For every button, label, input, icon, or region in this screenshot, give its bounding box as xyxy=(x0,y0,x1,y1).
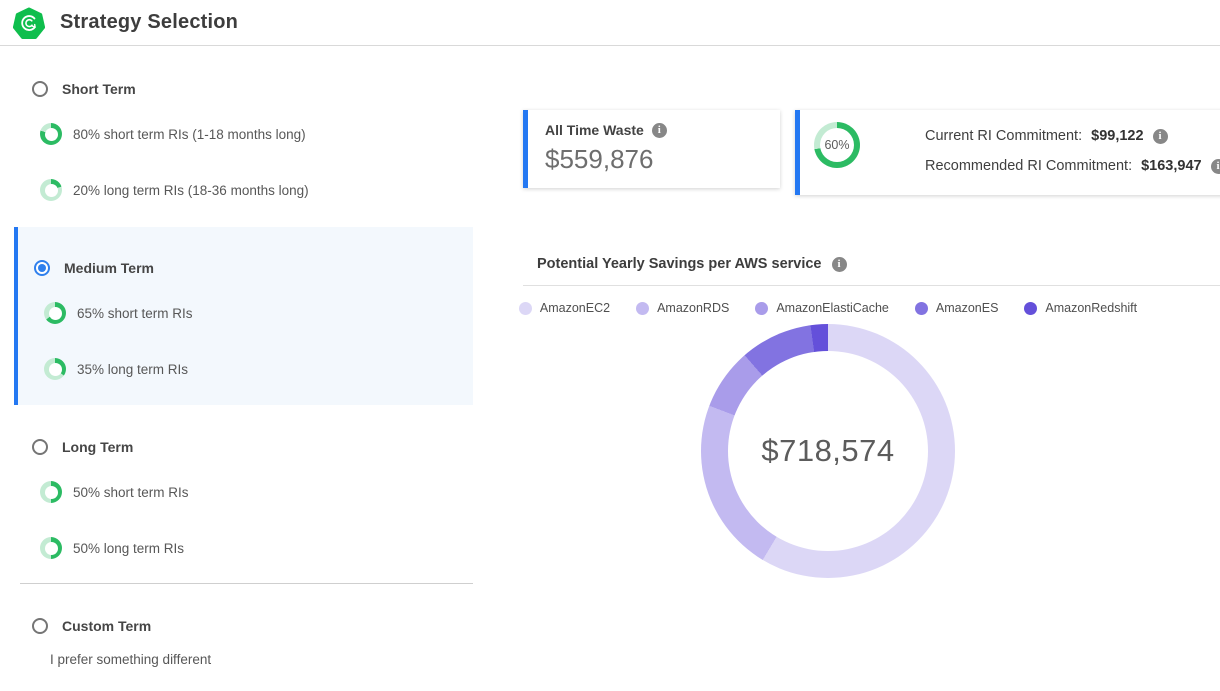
legend-dot-icon xyxy=(755,301,769,315)
header-bar: Strategy Selection xyxy=(0,0,1220,46)
current-commitment-value: $99,122 xyxy=(1091,128,1144,144)
legend-item-amazonelasticache[interactable]: AmazonElastiCache xyxy=(755,301,889,315)
legend-label: AmazonRedshift xyxy=(1045,301,1138,315)
radio-custom-term[interactable] xyxy=(32,618,48,634)
progress-ring-65 xyxy=(44,302,66,324)
chart-title: Potential Yearly Savings per AWS service xyxy=(537,256,822,272)
current-commitment-label: Current RI Commitment: xyxy=(925,128,1083,144)
sub-label: 50% short term RIs xyxy=(73,484,189,500)
legend-item-amazonec2[interactable]: AmazonEC2 xyxy=(518,301,611,315)
option-short-term[interactable]: Short Term xyxy=(32,78,136,100)
medium-term-sub-1: 65% short term RIs xyxy=(44,302,193,324)
selected-option-highlight xyxy=(14,227,473,405)
info-icon[interactable]: i xyxy=(1152,128,1168,144)
progress-ring-20 xyxy=(40,179,62,201)
all-time-waste-value: $559,876 xyxy=(545,144,654,174)
custom-term-note: I prefer something different xyxy=(50,652,212,667)
radio-long-term[interactable] xyxy=(32,439,48,455)
radio-medium-term-selected[interactable] xyxy=(34,260,50,276)
legend-dot-icon xyxy=(518,301,532,315)
sub-label: 35% long term RIs xyxy=(77,361,189,377)
donut-center-value: $718,574 xyxy=(761,433,895,468)
progress-ring-50b xyxy=(40,537,62,559)
legend-label: AmazonRDS xyxy=(657,301,730,315)
legend-label: AmazonElastiCache xyxy=(776,301,889,315)
info-icon[interactable]: i xyxy=(1210,158,1220,174)
option-label: Short Term xyxy=(62,81,136,97)
ri-commitment-card: 60% Current RI Commitment: $99,122 i Rec… xyxy=(795,110,1220,195)
sub-label: 65% short term RIs xyxy=(77,305,193,321)
info-icon[interactable]: i xyxy=(831,256,847,272)
sub-label: 20% long term RIs (18-36 months long) xyxy=(73,182,309,198)
option-long-term[interactable]: Long Term xyxy=(32,436,133,458)
radio-short-term[interactable] xyxy=(32,81,48,97)
all-time-waste-card: All Time Waste i $559,876 xyxy=(523,110,780,188)
short-term-sub-2: 20% long term RIs (18-36 months long) xyxy=(40,179,309,201)
progress-ring-50a xyxy=(40,481,62,503)
progress-ring-35 xyxy=(44,358,66,380)
legend-item-amazonrds[interactable]: AmazonRDS xyxy=(636,301,729,315)
legend-dot-icon xyxy=(636,301,650,315)
commitment-progress-ring: 60% xyxy=(814,122,860,168)
recommended-commitment-value: $163,947 xyxy=(1141,158,1202,174)
option-label: Medium Term xyxy=(64,260,154,276)
current-commitment-line: Current RI Commitment: $99,122 i xyxy=(925,128,1168,144)
app-logo-icon xyxy=(13,7,45,39)
progress-ring-80 xyxy=(40,123,62,145)
recommended-commitment-line: Recommended RI Commitment: $163,947 i xyxy=(925,158,1220,174)
recommended-commitment-label: Recommended RI Commitment: xyxy=(925,158,1133,174)
page-title: Strategy Selection xyxy=(60,11,239,33)
sub-label: 80% short term RIs (1-18 months long) xyxy=(73,126,306,142)
chart-title-divider xyxy=(523,285,1220,286)
legend-label: AmazonES xyxy=(935,301,999,315)
long-term-sub-1: 50% short term RIs xyxy=(40,481,189,503)
savings-donut-chart[interactable]: $718,574 xyxy=(701,324,955,578)
option-medium-term[interactable]: Medium Term xyxy=(34,257,154,279)
info-icon[interactable]: i xyxy=(651,122,667,138)
commitment-ring-percent: 60% xyxy=(824,138,850,152)
sub-label: 50% long term RIs xyxy=(73,540,185,556)
legend-item-amazonredshift[interactable]: AmazonRedshift xyxy=(1024,301,1137,315)
legend-dot-icon xyxy=(914,301,928,315)
legend-label: AmazonEC2 xyxy=(539,301,611,315)
card-title: All Time Waste xyxy=(545,122,644,138)
long-term-sub-2: 50% long term RIs xyxy=(40,537,184,559)
option-label: Custom Term xyxy=(62,618,152,634)
option-custom-term[interactable]: Custom Term xyxy=(32,615,151,637)
short-term-sub-1: 80% short term RIs (1-18 months long) xyxy=(40,123,306,145)
chart-legend: AmazonEC2 AmazonRDS AmazonElastiCache Am… xyxy=(518,301,1137,315)
legend-item-amazones[interactable]: AmazonES xyxy=(914,301,999,315)
legend-dot-icon xyxy=(1024,301,1038,315)
option-label: Long Term xyxy=(62,439,134,455)
medium-term-sub-2: 35% long term RIs xyxy=(44,358,188,380)
section-divider xyxy=(20,583,473,584)
